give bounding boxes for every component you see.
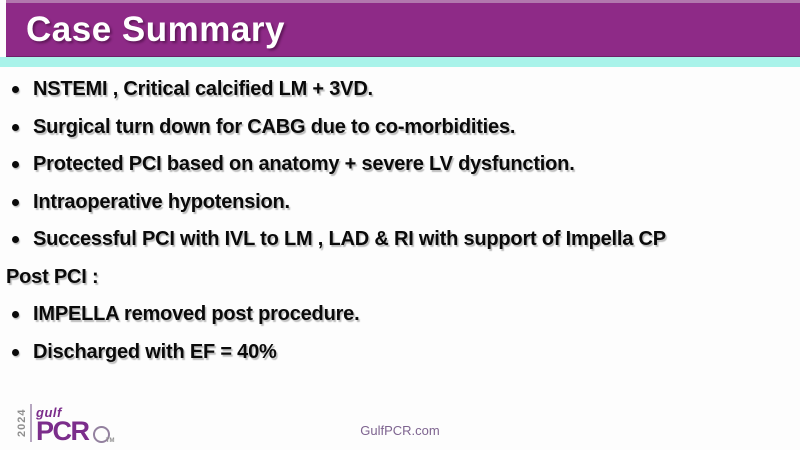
bullet-list: NSTEMI , Critical calcified LM + 3VD. Su… <box>4 71 796 371</box>
logo-trademark: TM <box>105 438 115 444</box>
bullet-line: Protected PCI based on anatomy + severe … <box>4 146 796 184</box>
logo-pcr-text: PCR <box>36 416 90 446</box>
bullet-icon <box>12 348 19 356</box>
accent-strip <box>0 57 800 67</box>
bullet-line: Discharged with EF = 40% <box>4 334 796 372</box>
logo-divider <box>30 404 32 442</box>
bullet-icon <box>12 198 19 206</box>
header-bar: Case Summary <box>6 0 800 57</box>
bullet-line: Intraoperative hypotension. <box>4 184 796 222</box>
gulfpcr-logo: 2024 gulf PCR TM <box>16 402 115 446</box>
page-title: Case Summary <box>26 9 285 49</box>
bullet-line: Successful PCI with IVL to LM , LAD & RI… <box>4 221 796 259</box>
bullet-icon <box>12 86 19 94</box>
footer-website: GulfPCR.com <box>360 423 440 438</box>
bullet-line: IMPELLA removed post procedure. <box>4 296 796 334</box>
bullet-line: Surgical turn down for CABG due to co-mo… <box>4 109 796 147</box>
bullet-icon <box>12 236 19 244</box>
bullet-text: Protected PCI based on anatomy + severe … <box>33 153 575 176</box>
logo-brand: gulf PCR TM <box>36 402 115 446</box>
bullet-icon <box>12 161 19 169</box>
bullet-text: NSTEMI , Critical calcified LM + 3VD. <box>33 78 373 101</box>
bullet-text: IMPELLA removed post procedure. <box>33 303 360 326</box>
bullet-text: Surgical turn down for CABG due to co-mo… <box>33 115 516 138</box>
bullet-icon <box>12 123 19 131</box>
bullet-text: Successful PCI with IVL to LM , LAD & RI… <box>33 228 666 251</box>
bullet-text: Intraoperative hypotension. <box>33 190 290 213</box>
bullet-text: Discharged with EF = 40% <box>33 340 277 363</box>
logo-circle-icon: TM <box>92 426 115 444</box>
logo-gulf-text: gulf <box>36 405 62 420</box>
bullet-line: NSTEMI , Critical calcified LM + 3VD. <box>4 71 796 109</box>
section-label-text: Post PCI : <box>6 265 99 288</box>
logo-main-row: PCR TM <box>36 416 115 446</box>
section-label-post-pci: Post PCI : <box>4 259 796 297</box>
bullet-icon <box>12 311 19 319</box>
